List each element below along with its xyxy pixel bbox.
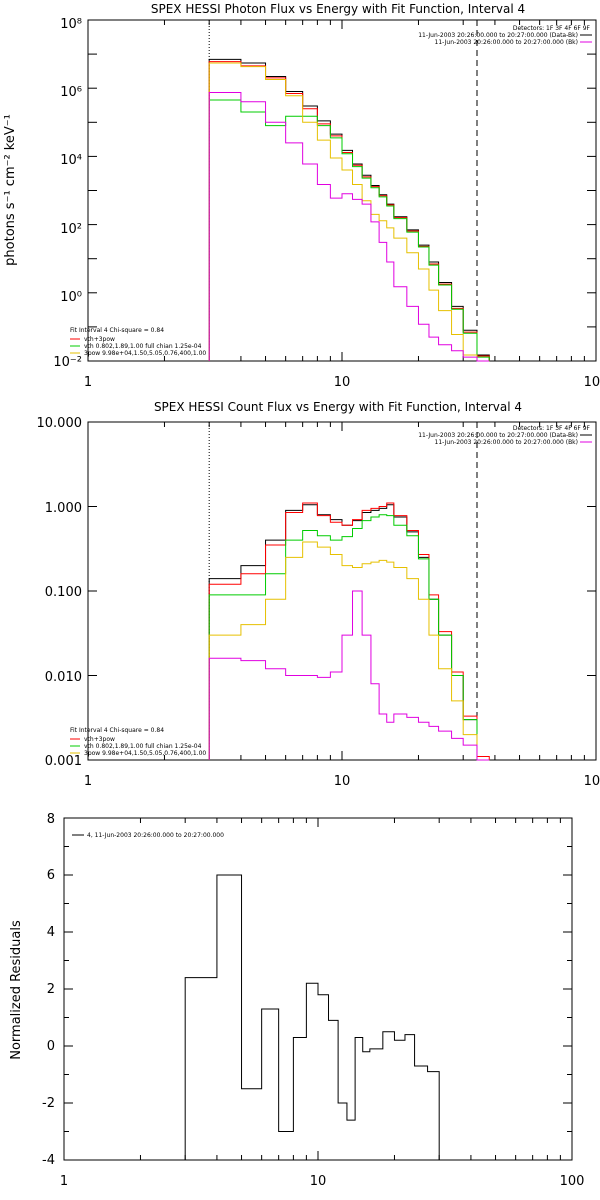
series-group bbox=[208, 422, 490, 761]
y-tick-label: 10² bbox=[60, 222, 82, 237]
legend-entry: vth 0.802,1.89,1.00 full chian 1.25e-04 bbox=[84, 343, 202, 350]
series-line bbox=[208, 58, 490, 361]
plot-frame bbox=[87, 421, 597, 761]
tick-marks bbox=[87, 19, 596, 362]
bk-line: 11-Jun-2003 20:26:00.000 to 20:27:00.000… bbox=[435, 39, 578, 46]
legend-entry: 3pow 9.98e+04,1.50,5.05,0.76,400,1.00 bbox=[84, 350, 206, 357]
data-minus-bk-line: 11-Jun-2003 20:26:00.000 to 20:27:00.000… bbox=[418, 32, 578, 39]
series-line bbox=[208, 91, 490, 362]
series-group bbox=[184, 874, 453, 1161]
x-tick-label: 10 bbox=[310, 1174, 327, 1189]
y-tick-label: 0 bbox=[47, 1039, 55, 1054]
y-tick-label: 10⁴ bbox=[60, 153, 82, 168]
series-line bbox=[208, 502, 490, 760]
y-tick-label: 10⁸ bbox=[60, 17, 82, 32]
y-tick-label: 0.001 bbox=[45, 754, 82, 769]
series-line bbox=[208, 541, 490, 761]
y-tick-label: 6 bbox=[47, 868, 55, 883]
series-line bbox=[208, 514, 490, 761]
residuals-panel: 1 10 100 -4 -2 0 2 4 6 8 Normalized Resi… bbox=[9, 812, 584, 1189]
legend-entry: 3pow 9.98e+04,1.50,5.05,0.76,400,1.00 bbox=[84, 750, 206, 757]
series-group bbox=[208, 20, 490, 362]
y-tick-label: 0.010 bbox=[45, 670, 82, 685]
detectors-line: Detectors: 1F 3F 4F 6F 9F bbox=[513, 25, 591, 32]
x-tick-label: 100 bbox=[584, 375, 600, 390]
legend-title: Fit Interval 4 Chi-square = 0.84 bbox=[70, 327, 164, 334]
x-tick-label: 100 bbox=[584, 774, 600, 789]
y-tick-label: 2 bbox=[47, 982, 55, 997]
x-tick-label: 1 bbox=[84, 774, 92, 789]
series-line bbox=[208, 504, 490, 761]
x-tick-label: 10 bbox=[334, 774, 351, 789]
chart-title: SPEX HESSI Count Flux vs Energy with Fit… bbox=[154, 400, 522, 414]
bk-line: 11-Jun-2003 20:26:00.000 to 20:27:00.000… bbox=[435, 439, 578, 446]
series-line bbox=[208, 99, 490, 361]
legend-title: Fit Interval 4 Chi-square = 0.84 bbox=[70, 727, 164, 734]
tick-marks bbox=[87, 421, 596, 761]
series-line bbox=[208, 590, 490, 761]
y-tick-label: 1.000 bbox=[45, 501, 82, 516]
legend-entry: vth 0.802,1.89,1.00 full chian 1.25e-04 bbox=[84, 743, 202, 750]
x-tick-label: 1 bbox=[60, 1174, 68, 1189]
tick-marks bbox=[63, 817, 572, 1161]
y-tick-label: 0.100 bbox=[45, 585, 82, 600]
y-tick-label: 10.000 bbox=[37, 416, 83, 431]
y-axis-label: photons s⁻¹ cm⁻² keV⁻¹ bbox=[3, 114, 18, 266]
detectors-line: Detectors: 1F 3F 4F 6F 9F bbox=[513, 425, 591, 432]
y-tick-label: 10⁻² bbox=[53, 355, 82, 370]
legend-entry: vth+3pow bbox=[84, 336, 115, 343]
legend-entry: 4, 11-Jun-2003 20:26:00.000 to 20:27:00.… bbox=[87, 832, 224, 839]
y-tick-label: -2 bbox=[42, 1096, 55, 1111]
legend-entry: vth+3pow bbox=[84, 736, 115, 743]
x-tick-label: 1 bbox=[84, 375, 92, 390]
y-axis-label: Normalized Residuals bbox=[9, 920, 24, 1060]
y-tick-label: 10⁶ bbox=[60, 85, 82, 100]
photon-flux-panel: SPEX HESSI Photon Flux vs Energy with Fi… bbox=[3, 2, 600, 390]
plot-frame bbox=[87, 19, 597, 362]
y-tick-label: 10⁰ bbox=[60, 290, 82, 305]
x-tick-label: 100 bbox=[560, 1174, 585, 1189]
data-minus-bk-line: 11-Jun-2003 20:26:00.000 to 20:27:00.000… bbox=[418, 432, 578, 439]
x-tick-label: 10 bbox=[334, 375, 351, 390]
series-line bbox=[208, 61, 490, 361]
chart-title: SPEX HESSI Photon Flux vs Energy with Fi… bbox=[151, 2, 525, 16]
y-tick-label: -4 bbox=[42, 1153, 55, 1168]
count-flux-panel: SPEX HESSI Count Flux vs Energy with Fit… bbox=[37, 400, 600, 789]
y-tick-label: 4 bbox=[47, 925, 55, 940]
series-line bbox=[208, 62, 490, 362]
y-tick-label: 8 bbox=[47, 812, 55, 827]
series-line bbox=[184, 874, 453, 1161]
